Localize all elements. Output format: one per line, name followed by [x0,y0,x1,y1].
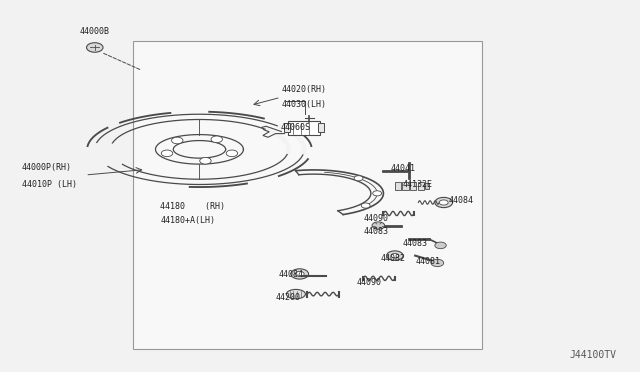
Text: 44200: 44200 [276,292,301,302]
Text: J44100TV: J44100TV [570,350,617,360]
Circle shape [439,200,448,205]
Circle shape [291,269,308,279]
Text: 44090: 44090 [356,278,381,287]
Text: 44000P(RH): 44000P(RH) [22,163,72,172]
Text: 44060S: 44060S [281,123,310,132]
Circle shape [86,43,103,52]
Circle shape [372,222,385,229]
Bar [288,121,320,135]
Circle shape [295,272,304,276]
Bar [133,41,482,349]
Circle shape [354,176,363,181]
Circle shape [391,253,399,258]
Text: 44000B: 44000B [80,28,110,36]
Text: 44180+A(LH): 44180+A(LH) [160,216,215,225]
Text: 44030(LH): 44030(LH) [282,100,327,109]
Text: 44083: 44083 [403,240,428,248]
Bar [410,182,417,190]
Circle shape [361,203,370,208]
Text: 44083: 44083 [363,227,388,236]
Circle shape [200,157,211,164]
Text: 44041: 44041 [391,164,416,173]
Text: 44082: 44082 [380,254,405,263]
Bar [426,183,429,189]
Circle shape [226,150,237,157]
Bar [418,182,424,190]
Text: 44090: 44090 [363,215,388,224]
Text: 44132E: 44132E [403,180,433,189]
Circle shape [435,198,452,208]
Bar [403,182,409,190]
Circle shape [431,259,444,267]
Text: 44084: 44084 [279,270,304,279]
Text: 44084: 44084 [448,196,473,205]
Circle shape [387,251,403,260]
Ellipse shape [286,289,305,299]
Circle shape [172,137,183,144]
Circle shape [211,136,223,142]
Bar [318,124,324,132]
Bar [395,182,401,190]
Text: 44020(RH): 44020(RH) [282,86,327,94]
Text: 44010P (LH): 44010P (LH) [22,180,77,189]
Text: 44081: 44081 [415,257,440,266]
Text: 44180    (RH): 44180 (RH) [160,202,225,211]
Circle shape [372,191,381,196]
Circle shape [161,150,173,157]
Bar [284,124,290,132]
Circle shape [435,242,446,248]
